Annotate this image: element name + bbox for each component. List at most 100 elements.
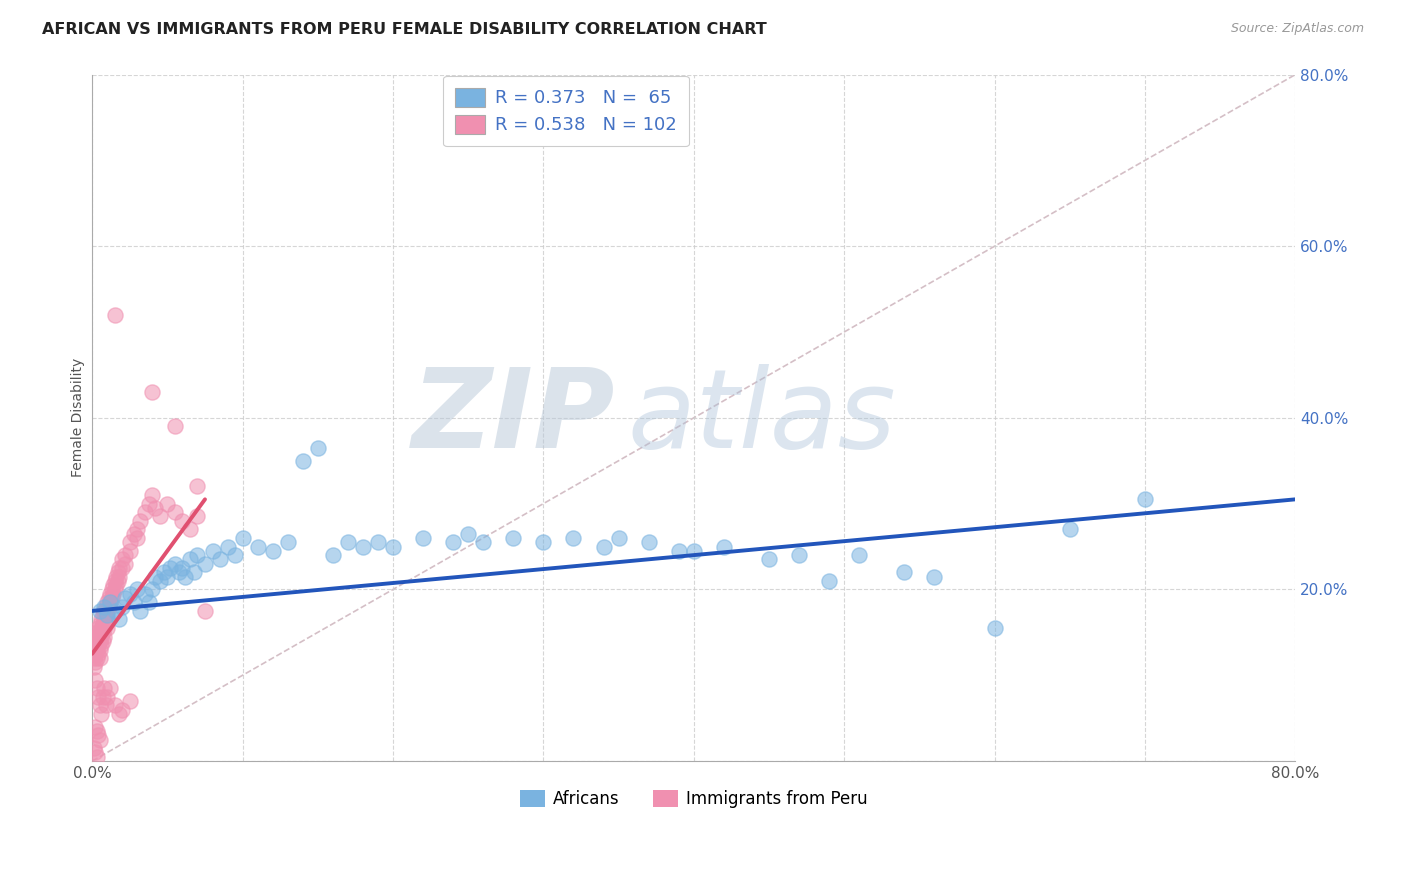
Point — [96, 612, 118, 626]
Point — [84, 656, 107, 670]
Point — [129, 604, 152, 618]
Point — [134, 505, 156, 519]
Point — [124, 526, 146, 541]
Point — [87, 621, 110, 635]
Point — [87, 728, 110, 742]
Point — [592, 540, 614, 554]
Point — [94, 616, 117, 631]
Point — [682, 544, 704, 558]
Point — [179, 552, 201, 566]
Point — [93, 612, 115, 626]
Point — [149, 509, 172, 524]
Point — [83, 659, 105, 673]
Point — [108, 612, 131, 626]
Point — [1133, 492, 1156, 507]
Point — [89, 616, 111, 631]
Point — [127, 531, 149, 545]
Point — [336, 535, 359, 549]
Point — [114, 548, 136, 562]
Point — [93, 681, 115, 695]
Point — [108, 569, 131, 583]
Point — [138, 497, 160, 511]
Point — [174, 569, 197, 583]
Point — [179, 522, 201, 536]
Point — [84, 647, 107, 661]
Point — [108, 706, 131, 721]
Point — [262, 544, 284, 558]
Point — [172, 514, 194, 528]
Point — [1059, 522, 1081, 536]
Point — [93, 599, 115, 614]
Point — [89, 651, 111, 665]
Point — [441, 535, 464, 549]
Text: AFRICAN VS IMMIGRANTS FROM PERU FEMALE DISABILITY CORRELATION CHART: AFRICAN VS IMMIGRANTS FROM PERU FEMALE D… — [42, 22, 766, 37]
Point — [153, 566, 176, 580]
Point — [90, 612, 112, 626]
Point — [713, 540, 735, 554]
Point — [86, 625, 108, 640]
Point — [246, 540, 269, 554]
Point — [141, 385, 163, 400]
Point — [86, 749, 108, 764]
Point — [983, 621, 1005, 635]
Point — [96, 690, 118, 704]
Point — [91, 690, 114, 704]
Point — [100, 582, 122, 597]
Point — [183, 566, 205, 580]
Point — [107, 566, 129, 580]
Point — [104, 574, 127, 588]
Point — [83, 642, 105, 657]
Legend: Africans, Immigrants from Peru: Africans, Immigrants from Peru — [513, 783, 875, 814]
Point — [83, 634, 105, 648]
Point — [118, 587, 141, 601]
Point — [818, 574, 841, 588]
Point — [89, 698, 111, 713]
Point — [472, 535, 495, 549]
Point — [217, 540, 239, 554]
Point — [637, 535, 659, 549]
Point — [111, 599, 134, 614]
Point — [194, 604, 217, 618]
Point — [201, 544, 224, 558]
Point — [159, 561, 181, 575]
Point — [118, 694, 141, 708]
Point — [163, 557, 186, 571]
Point — [124, 595, 146, 609]
Point — [89, 642, 111, 657]
Point — [307, 441, 329, 455]
Point — [94, 608, 117, 623]
Point — [89, 604, 111, 618]
Point — [91, 625, 114, 640]
Point — [98, 681, 121, 695]
Point — [232, 531, 254, 545]
Point — [291, 453, 314, 467]
Point — [91, 634, 114, 648]
Point — [96, 595, 118, 609]
Point — [87, 647, 110, 661]
Point — [186, 479, 208, 493]
Point — [90, 638, 112, 652]
Point — [531, 535, 554, 549]
Point — [562, 531, 585, 545]
Point — [111, 552, 134, 566]
Point — [84, 638, 107, 652]
Point — [668, 544, 690, 558]
Point — [86, 724, 108, 739]
Point — [141, 488, 163, 502]
Point — [502, 531, 524, 545]
Point — [98, 587, 121, 601]
Point — [98, 595, 121, 609]
Point — [96, 604, 118, 618]
Text: Source: ZipAtlas.com: Source: ZipAtlas.com — [1230, 22, 1364, 36]
Point — [607, 531, 630, 545]
Point — [169, 566, 191, 580]
Point — [848, 548, 870, 562]
Point — [84, 720, 107, 734]
Point — [127, 522, 149, 536]
Point — [114, 557, 136, 571]
Point — [208, 552, 231, 566]
Point — [186, 509, 208, 524]
Point — [149, 574, 172, 588]
Point — [91, 616, 114, 631]
Point — [186, 548, 208, 562]
